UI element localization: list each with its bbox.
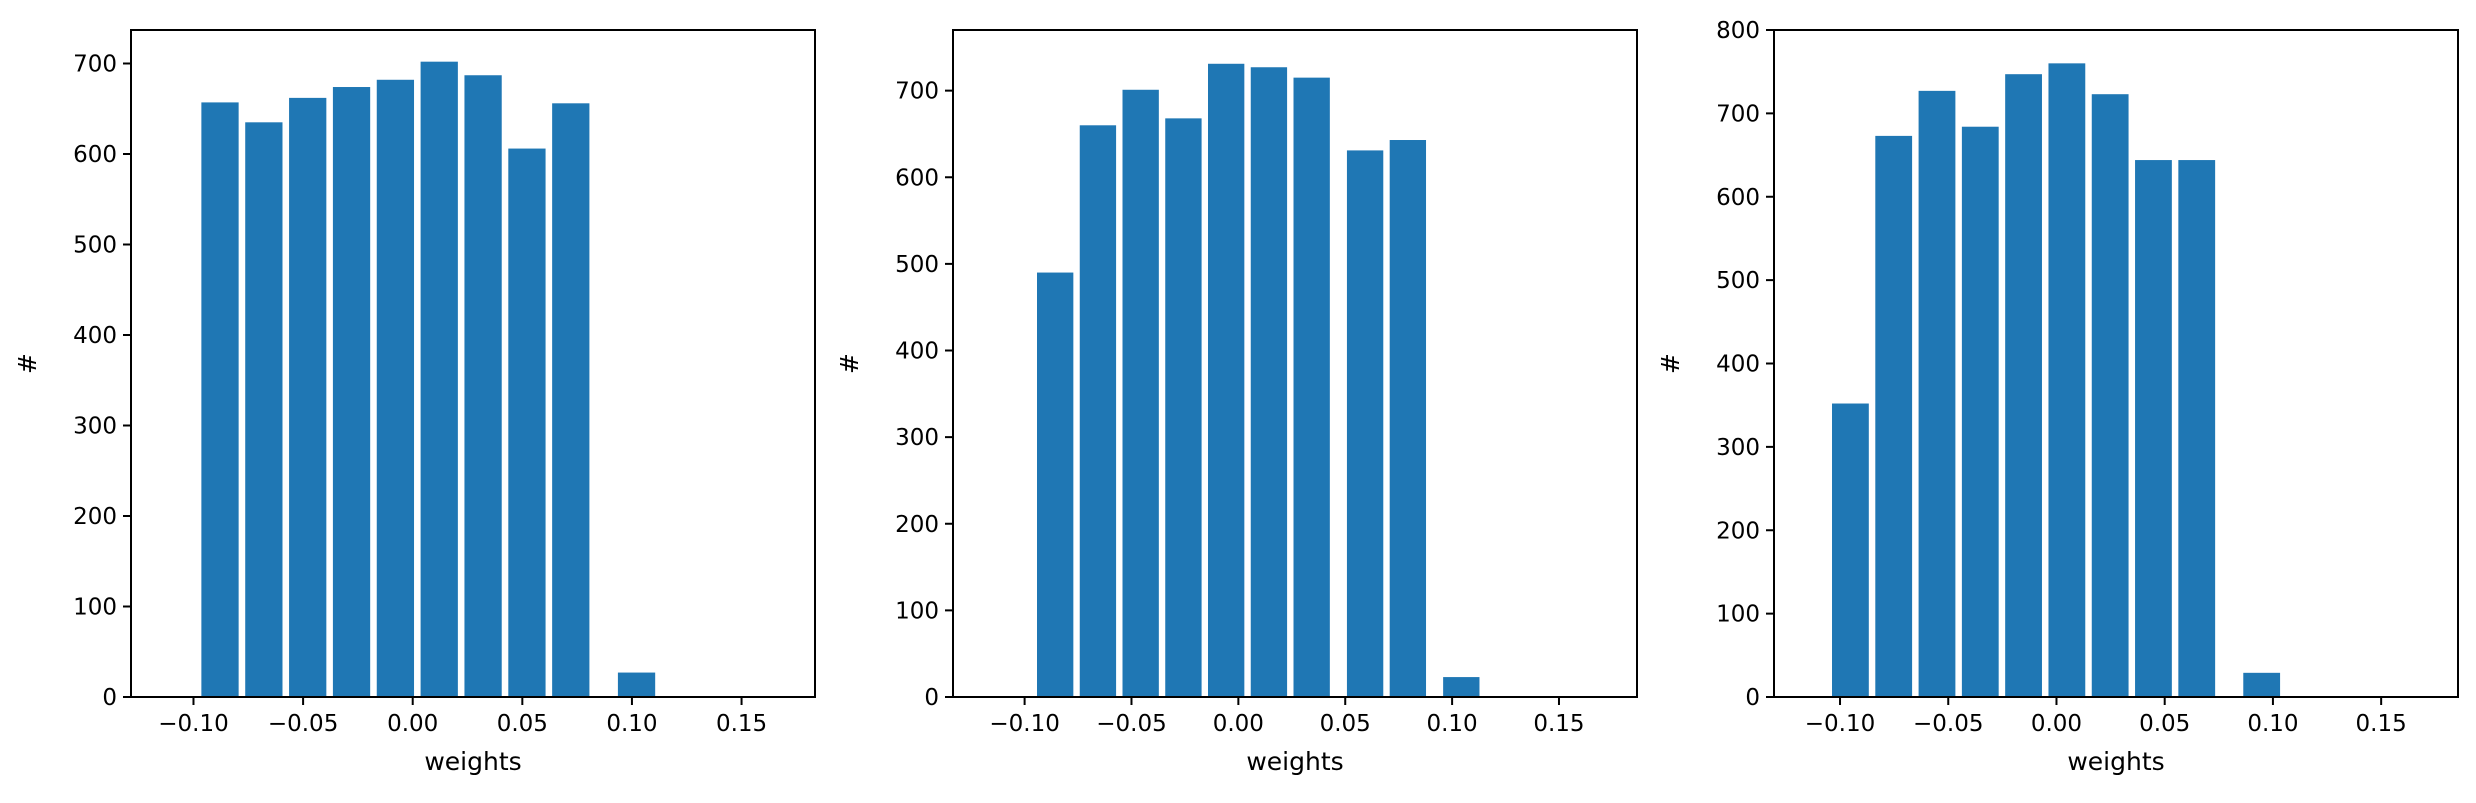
charts-container: −0.10 −0.05 0.00 0.05 0.10 0.15 0 100 200 300 400 5… <box>13 18 2459 776</box>
bar <box>420 61 458 698</box>
y-tick-label: 0 <box>102 685 117 711</box>
bar <box>1389 140 1427 697</box>
y-axis: 0 100 200 300 400 500 600 700 <box>895 79 953 711</box>
bar <box>1875 135 1913 697</box>
y-tick-label: 0 <box>1745 685 1760 711</box>
x-tick-label: −0.10 <box>1805 711 1875 737</box>
y-tick-label: 300 <box>73 413 117 439</box>
bar <box>1961 126 1999 698</box>
x-axis-label: weights <box>2067 747 2164 776</box>
x-tick-label: −0.10 <box>158 711 228 737</box>
bar <box>552 103 590 697</box>
x-tick-label: 0.10 <box>606 711 657 737</box>
y-tick-label: 800 <box>1716 18 1760 44</box>
x-tick-label: −0.10 <box>989 711 1059 737</box>
bar <box>1250 67 1288 697</box>
x-tick-label: −0.05 <box>268 711 338 737</box>
y-tick-label: 200 <box>1716 518 1760 544</box>
y-tick-label: 300 <box>1716 435 1760 461</box>
bar <box>1122 89 1159 697</box>
y-tick-label: 500 <box>73 232 117 258</box>
y-tick-label: 500 <box>1716 268 1760 294</box>
x-tick-label: 0.15 <box>716 711 767 737</box>
x-tick-label: 0.05 <box>497 711 548 737</box>
y-tick-label: 200 <box>73 504 117 530</box>
y-tick-label: 700 <box>895 79 939 105</box>
y-tick-label: 600 <box>73 142 117 168</box>
x-tick-label: 0.00 <box>2031 711 2082 737</box>
y-axis-label: # <box>1656 353 1685 374</box>
bar <box>376 79 415 697</box>
bars <box>1037 63 1480 698</box>
bar <box>2178 160 2216 697</box>
x-tick-label: −0.05 <box>1913 711 1983 737</box>
bar <box>2243 672 2281 697</box>
y-tick-label: 500 <box>895 252 939 278</box>
x-tick-label: 0.05 <box>1320 711 1371 737</box>
y-tick-label: 100 <box>73 594 117 620</box>
histogram-panel-2: −0.10 −0.05 0.00 0.05 0.10 0.15 0 100 200 300 400 5… <box>835 29 1638 776</box>
y-tick-label: 200 <box>895 512 939 538</box>
bar <box>245 122 283 697</box>
bar <box>201 102 239 697</box>
y-tick-label: 0 <box>924 685 939 711</box>
x-tick-label: −0.05 <box>1096 711 1166 737</box>
x-tick-label: 0.15 <box>1533 711 1584 737</box>
bar <box>332 87 371 697</box>
bar <box>617 672 656 697</box>
x-tick-label: 0.10 <box>2247 711 2298 737</box>
bar <box>1918 90 1956 698</box>
y-axis-label: # <box>13 353 42 374</box>
bar <box>1208 63 1245 697</box>
y-axis: 0 100 200 300 400 500 600 700 800 <box>1716 18 1774 711</box>
x-axis-label: weights <box>424 747 521 776</box>
x-axis: −0.10 −0.05 0.00 0.05 0.10 0.15 <box>158 697 767 737</box>
bar <box>2135 160 2172 697</box>
y-tick-label: 600 <box>1716 185 1760 211</box>
bar <box>1293 77 1330 697</box>
y-tick-label: 600 <box>895 165 939 191</box>
bars <box>1832 63 2281 698</box>
bar <box>1165 118 1202 698</box>
y-tick-label: 400 <box>73 323 117 349</box>
bar <box>1346 150 1384 697</box>
bar <box>1079 125 1117 698</box>
bar <box>289 97 327 697</box>
bar <box>508 148 546 697</box>
y-tick-label: 700 <box>73 51 117 77</box>
y-tick-label: 300 <box>895 425 939 451</box>
y-tick-label: 400 <box>895 339 939 365</box>
x-tick-label: 0.10 <box>1426 711 1477 737</box>
x-tick-label: 0.00 <box>1213 711 1264 737</box>
x-tick-label: 0.15 <box>2356 711 2407 737</box>
bars <box>201 61 656 698</box>
bar <box>1832 403 1869 697</box>
y-tick-label: 700 <box>1716 101 1760 127</box>
bar <box>2091 94 2129 697</box>
y-tick-label: 100 <box>1716 602 1760 628</box>
bar <box>464 75 502 697</box>
x-axis: −0.10 −0.05 0.00 0.05 0.10 0.15 <box>989 697 1585 737</box>
axes-frame <box>952 29 1638 698</box>
histogram-panel-1: −0.10 −0.05 0.00 0.05 0.10 0.15 0 100 200 300 400 5… <box>13 29 816 776</box>
x-tick-label: 0.00 <box>387 711 438 737</box>
histogram-panel-3: −0.10 −0.05 0.00 0.05 0.10 0.15 0 100 200 300 400 5… <box>1656 18 2459 776</box>
bar <box>2005 74 2042 697</box>
x-axis-label: weights <box>1246 747 1343 776</box>
y-axis-label: # <box>835 353 864 374</box>
bar <box>1443 677 1480 697</box>
x-axis: −0.10 −0.05 0.00 0.05 0.10 0.15 <box>1805 697 2407 737</box>
x-tick-label: 0.05 <box>2139 711 2190 737</box>
bar <box>1037 272 1074 697</box>
y-tick-label: 100 <box>895 598 939 624</box>
axes-frame <box>130 29 816 698</box>
y-tick-label: 400 <box>1716 352 1760 378</box>
y-axis: 0 100 200 300 400 500 600 700 <box>73 51 131 711</box>
bar <box>2048 63 2086 698</box>
